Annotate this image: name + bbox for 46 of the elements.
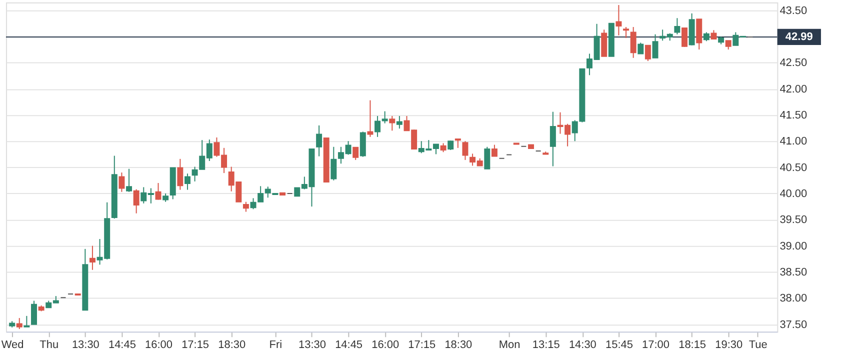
x-tick-label: Thu [40,339,59,352]
candlestick [608,22,614,57]
candlestick [528,144,534,149]
x-tick-label: 14:30 [568,339,596,352]
x-tick-label: 18:30 [218,339,246,352]
y-tick-label: 41.50 [780,109,808,122]
candlestick [454,138,461,148]
y-tick-label: 41.00 [780,136,808,148]
y-tick-label: 37.50 [780,318,808,331]
candlestick [24,315,30,328]
candlestick [280,192,286,196]
x-tick-label: 15:45 [605,339,633,352]
candlestick [725,40,732,50]
x-tick-label: Wed [1,339,24,352]
y-tick-label: 42.50 [780,57,808,70]
x-tick-label: 17:15 [182,339,210,352]
x-tick-label: 19:30 [715,339,743,352]
x-tick-label: 18:15 [678,339,706,352]
x-tick-label: 18:30 [444,339,472,352]
x-tick-label: 17:00 [642,339,670,352]
x-tick-label: 13:30 [298,339,326,352]
y-tick-label: 39.50 [780,214,808,226]
x-tick-label: 17:15 [408,339,436,352]
candlestick [367,100,374,138]
x-tick-label: Fri [269,339,282,352]
candlestick [389,115,396,132]
x-tick-label: Mon [498,339,520,352]
y-tick-label: 43.50 [780,4,808,17]
x-tick-label: Tue [748,339,768,352]
y-tick-label: 38.50 [780,266,808,278]
candlestick [126,168,132,192]
x-tick-label: 14:45 [108,339,136,352]
ref-line-label: 42.99 [785,30,813,43]
x-tick-label: 13:15 [532,339,560,352]
y-tick-label: 38.00 [780,292,808,305]
x-tick-label: 16:00 [145,339,172,352]
x-tick-label: 14:45 [335,339,363,352]
y-tick-label: 42.00 [780,83,808,96]
y-tick-label: 40.00 [780,188,808,200]
candlestick [542,151,549,155]
x-tick-label: 13:30 [72,339,100,352]
x-tick-label: 16:00 [372,339,400,352]
candlestick [396,115,402,130]
candlestick [323,137,330,182]
y-tick-label: 39.00 [780,240,808,252]
y-tick-label: 40.50 [780,162,808,174]
